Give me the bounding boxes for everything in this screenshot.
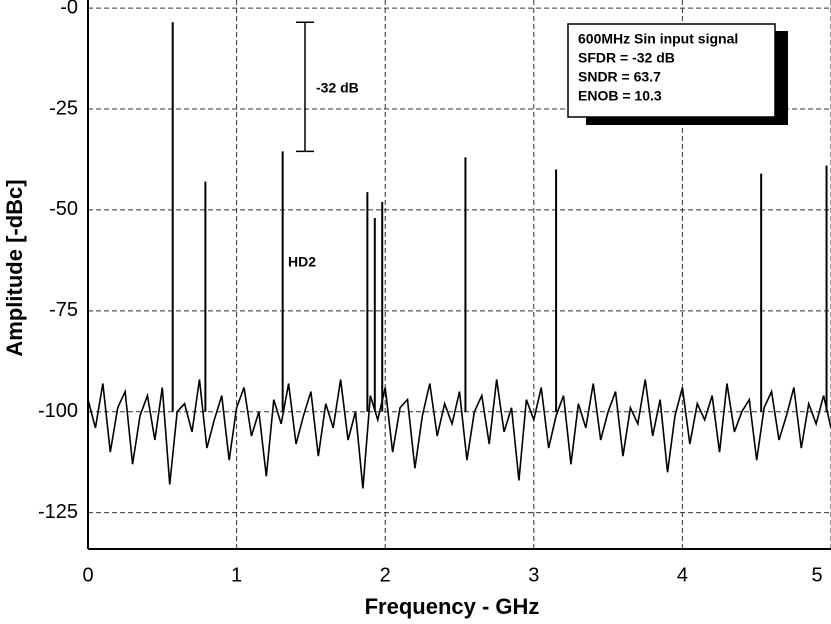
x-tick-label: 0 (82, 564, 93, 586)
x-axis-title: Frequency - GHz (365, 594, 540, 619)
x-tick-label: 5 (811, 564, 822, 586)
bracket (296, 21, 314, 153)
x-tick-label: 1 (231, 564, 242, 586)
y-tick-label: -75 (49, 299, 78, 321)
info-line: ENOB = 10.3 (578, 88, 662, 104)
info-line: SFDR = -32 dB (578, 50, 675, 66)
x-tick-label: 2 (380, 564, 391, 586)
y-tick-label: -50 (49, 198, 78, 220)
info-line: 600MHz Sin input signal (578, 31, 738, 47)
noise-floor (87, 379, 831, 489)
x-tick-label: 3 (528, 564, 539, 586)
y-axis-title: Amplitude [-dBc] (2, 179, 27, 356)
y-tick-label: -100 (38, 400, 78, 422)
hd2-label: HD2 (288, 254, 316, 270)
x-tick-label: 4 (677, 564, 688, 586)
info-box: 600MHz Sin input signal SFDR = -32 dB SN… (567, 23, 788, 125)
y-tick-label: -0 (60, 0, 78, 18)
bracket-label: -32 dB (316, 80, 359, 96)
info-line: SNDR = 63.7 (578, 69, 661, 85)
y-tick-label: -25 (49, 97, 78, 119)
y-tick-label: -125 (38, 501, 78, 523)
plot-marks (87, 22, 831, 489)
info-box-frame (567, 23, 776, 118)
